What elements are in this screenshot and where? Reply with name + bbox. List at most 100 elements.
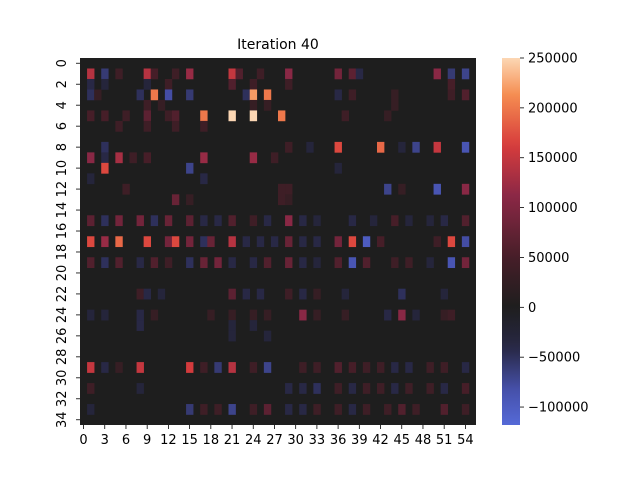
- colorbar-tick-label: 150000: [528, 151, 578, 166]
- heatmap-cell: [249, 309, 258, 321]
- heatmap-cell: [214, 362, 222, 373]
- heatmap-cell: [278, 110, 286, 122]
- x-tick-label: 18: [203, 433, 220, 448]
- heatmap-cell: [136, 383, 144, 394]
- heatmap-cell: [384, 309, 392, 321]
- heatmap-cell: [391, 383, 399, 394]
- colorbar: −100000 −50000 0 50000 100000 150000 200000 250…: [502, 52, 589, 425]
- heatmap-cell: [87, 68, 95, 80]
- x-tick-label: 30: [287, 433, 304, 448]
- heatmap-cell: [334, 89, 342, 101]
- heatmap-cell: [313, 404, 321, 415]
- heatmap-cell: [228, 320, 236, 331]
- heatmap-cell: [461, 68, 470, 80]
- heatmap-cell: [433, 141, 441, 153]
- heatmap-cell: [426, 215, 434, 227]
- colorbar-tick-label: 0: [528, 301, 536, 316]
- heatmap-cell: [242, 236, 251, 248]
- heatmap-cell: [186, 362, 194, 373]
- heatmap-cell: [355, 68, 364, 80]
- heatmap-cell: [299, 404, 307, 415]
- heatmap-cell: [306, 141, 314, 153]
- heatmap-cell: [101, 215, 109, 227]
- heatmap-cell: [270, 152, 279, 164]
- heatmap-cell: [362, 383, 371, 394]
- heatmap-cell: [136, 320, 144, 331]
- heatmap-cell: [334, 362, 342, 373]
- heatmap-cell: [313, 236, 321, 248]
- heatmap-cell: [412, 141, 420, 153]
- heatmap-cell: [150, 257, 159, 269]
- heatmap-cell: [362, 362, 371, 373]
- y-tick-label: 4: [55, 101, 70, 109]
- y-tick-label: 14: [55, 202, 70, 219]
- heatmap-cell: [249, 89, 258, 101]
- x-tick-label: 51: [436, 433, 453, 448]
- heatmap-cell: [200, 173, 208, 185]
- heatmap-cell: [171, 110, 180, 122]
- heatmap-cell: [136, 309, 144, 321]
- y-tick-label: 0: [55, 59, 70, 67]
- heatmap-cell: [101, 68, 109, 80]
- heatmap-cell: [384, 183, 392, 195]
- heatmap-cell: [334, 162, 342, 174]
- heatmap-cell: [263, 330, 272, 342]
- heatmap-cell: [186, 236, 194, 248]
- heatmap-cell: [412, 309, 420, 321]
- heatmap-cell: [263, 362, 272, 373]
- heatmap-cell: [200, 236, 208, 248]
- heatmap-cell: [256, 288, 265, 300]
- y-tick-label: 30: [55, 370, 70, 387]
- heatmap-cell: [101, 236, 109, 248]
- heatmap-cell: [200, 215, 208, 227]
- heatmap-cell: [313, 383, 321, 394]
- heatmap-cell: [228, 236, 236, 248]
- heatmap-cell: [263, 99, 272, 111]
- heatmap-cell: [200, 152, 208, 164]
- heatmap-cell: [249, 78, 258, 90]
- x-tick-label: 6: [122, 433, 130, 448]
- heatmap-cell: [299, 236, 307, 248]
- heatmap-cell: [143, 68, 152, 80]
- heatmap-cell: [228, 309, 236, 321]
- heatmap-cell: [228, 362, 236, 373]
- heatmap-cell: [186, 162, 194, 174]
- heatmap-cell: [136, 257, 144, 269]
- heatmap-cell: [285, 194, 293, 206]
- heatmap-cell: [164, 89, 173, 101]
- heatmap-cell: [186, 68, 194, 80]
- heatmap-cell: [447, 68, 456, 80]
- heatmap-cell: [87, 89, 95, 101]
- heatmap-cell: [115, 236, 123, 248]
- heatmap-cell: [143, 110, 152, 122]
- heatmap-cell: [391, 215, 399, 227]
- heatmap-cell: [285, 236, 293, 248]
- colorbar-tick-label: −100000: [528, 401, 589, 416]
- heatmap-cell: [87, 110, 95, 122]
- heatmap-cell: [101, 362, 109, 373]
- heatmap-cell: [461, 362, 470, 373]
- heatmap-cell: [285, 215, 293, 227]
- heatmap-cell: [129, 152, 137, 164]
- heatmap-cell: [101, 78, 109, 90]
- heatmap-cell: [228, 78, 236, 90]
- heatmap-cell: [334, 68, 342, 80]
- x-tick-label: 24: [245, 433, 262, 448]
- heatmap-cell: [461, 215, 470, 227]
- heatmap-cell: [334, 236, 342, 248]
- heatmap-cell: [377, 236, 385, 248]
- heatmap-cell: [101, 152, 109, 164]
- heatmap-cell: [143, 120, 152, 132]
- heatmap-cell: [341, 110, 350, 122]
- heatmap-cell: [171, 68, 180, 80]
- x-tick-label: 33: [309, 433, 326, 448]
- heatmap-cell: [461, 89, 470, 101]
- heatmap-cell: [348, 257, 357, 269]
- heatmap-cell: [150, 89, 159, 101]
- heatmap-cell: [369, 215, 378, 227]
- heatmap-cell: [384, 110, 392, 122]
- heatmap-cell: [150, 215, 159, 227]
- heatmap-cell: [186, 404, 194, 415]
- heatmap-cell: [87, 404, 95, 415]
